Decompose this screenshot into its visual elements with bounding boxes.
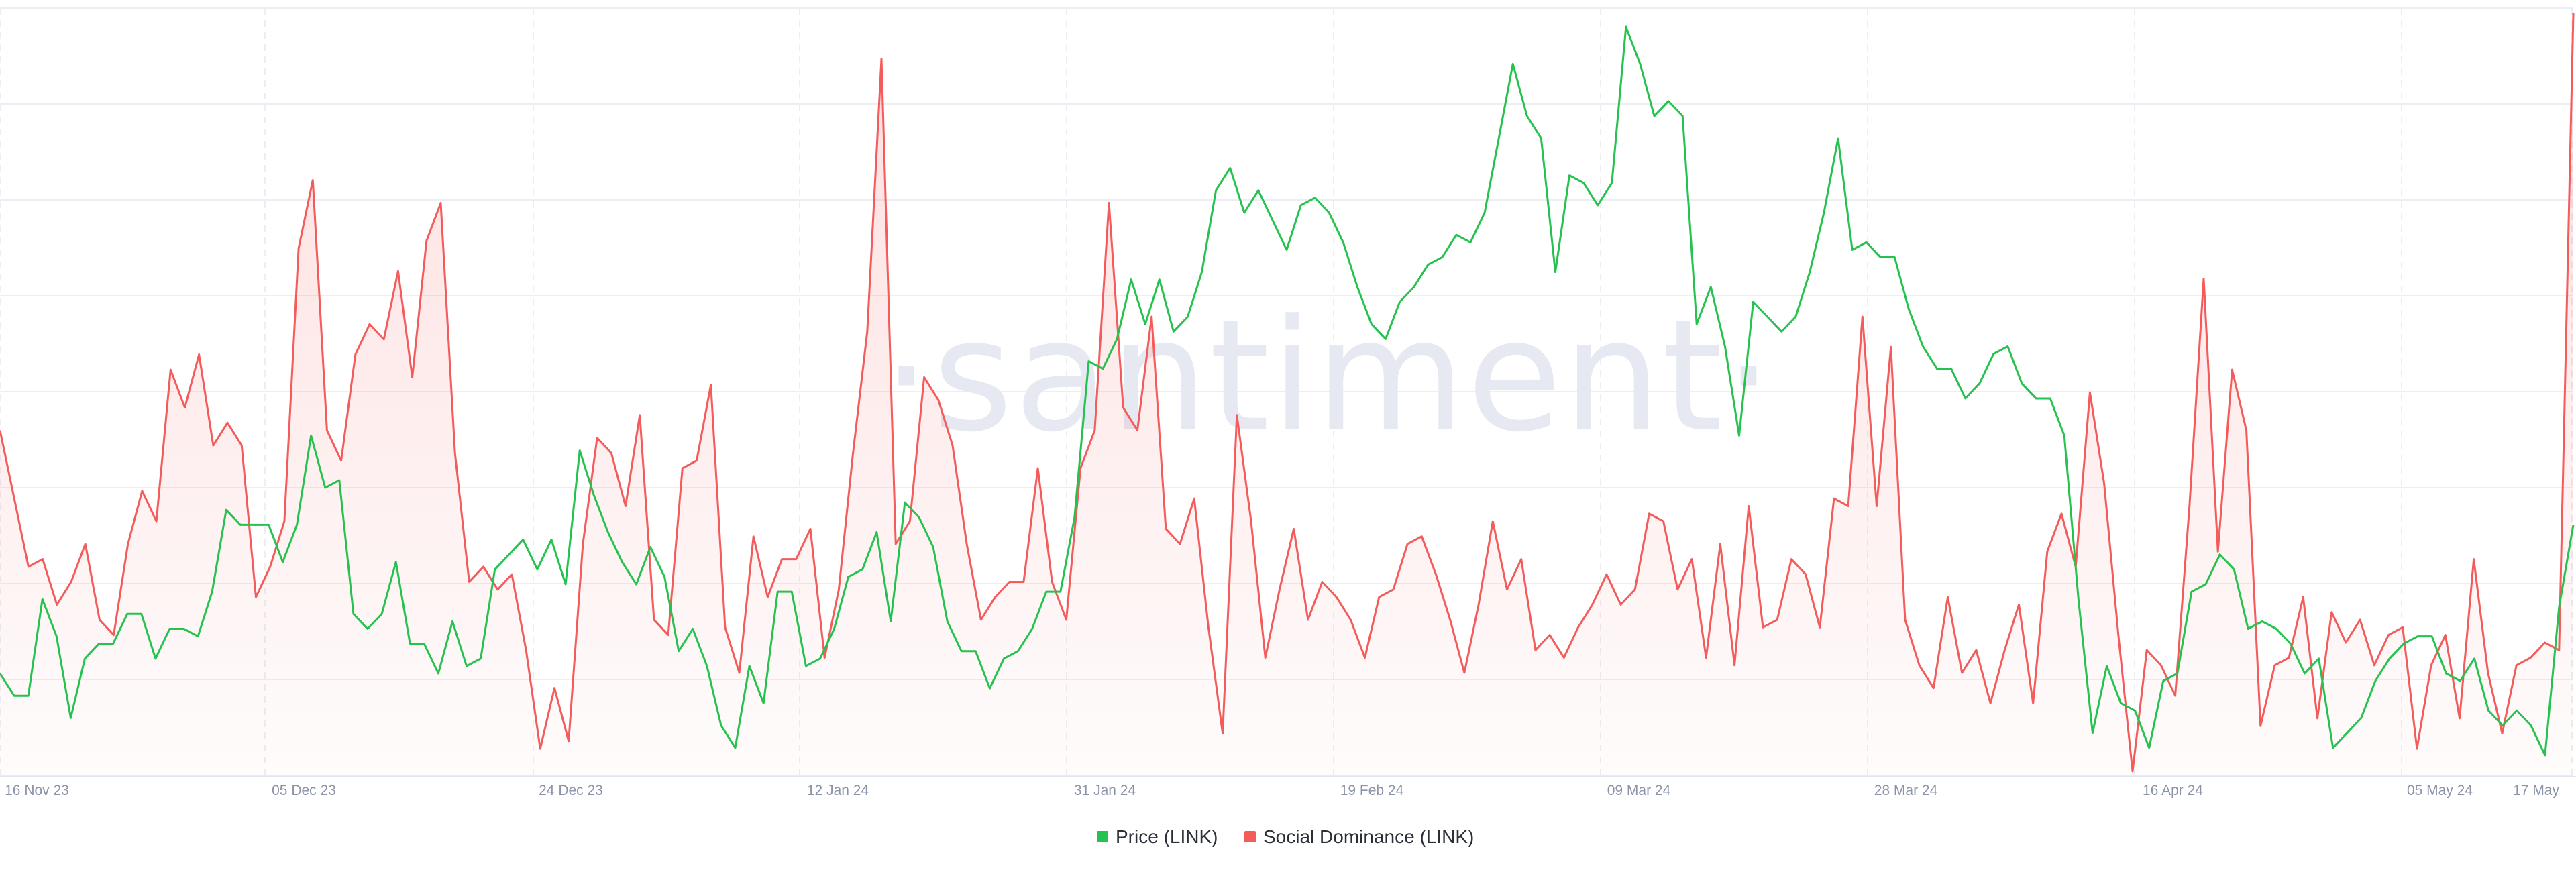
x-tick-label: 28 Mar 24 <box>1874 783 1938 798</box>
x-tick-label: 19 Feb 24 <box>1340 783 1404 798</box>
series-area-layer <box>0 13 2573 777</box>
x-tick-label: 16 Nov 23 <box>5 783 69 798</box>
social-dominance-area <box>0 13 2573 777</box>
santiment-watermark: ·santiment· <box>882 287 1774 466</box>
price-line <box>0 25 2575 757</box>
legend-swatch-price <box>1097 831 1108 842</box>
legend-label-price: Price (LINK) <box>1116 826 1218 847</box>
social-dominance-line <box>0 13 2575 773</box>
series-line-layer <box>0 13 2575 773</box>
x-tick-label: 05 May 24 <box>2407 783 2473 798</box>
x-tick-label: 05 Dec 23 <box>272 783 336 798</box>
legend: Price (LINK) Social Dominance (LINK) <box>1097 826 1474 847</box>
legend-item-price[interactable]: Price (LINK) <box>1097 826 1218 847</box>
x-tick-label: 24 Dec 23 <box>539 783 603 798</box>
x-tick-label: 17 May <box>2513 783 2559 798</box>
x-tick-label: 12 Jan 24 <box>807 783 869 798</box>
x-axis-ticks: 16 Nov 23 05 Dec 23 24 Dec 23 12 Jan 24 31 J… <box>5 783 2559 798</box>
legend-swatch-social-dominance <box>1244 831 1256 842</box>
x-tick-label: 31 Jan 24 <box>1074 783 1136 798</box>
x-tick-label: 09 Mar 24 <box>1607 783 1671 798</box>
legend-label-social-dominance: Social Dominance (LINK) <box>1263 826 1474 847</box>
x-tick-label: 16 Apr 24 <box>2143 783 2203 798</box>
legend-item-social-dominance[interactable]: Social Dominance (LINK) <box>1244 826 1474 847</box>
